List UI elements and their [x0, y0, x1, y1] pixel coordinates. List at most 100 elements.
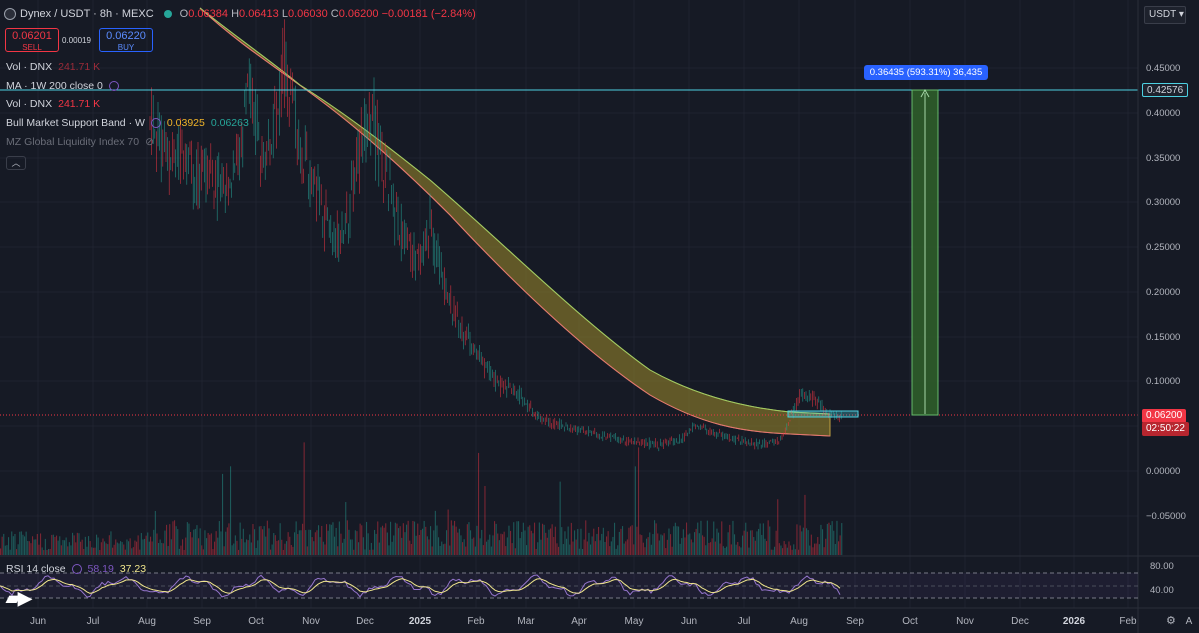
indicator-bull-band[interactable]: Bull Market Support Band · W 0.03925 0.062… [6, 117, 249, 129]
chevron-up-icon[interactable]: ︿ [6, 156, 26, 170]
volume-bar [786, 547, 788, 555]
volume-bar [57, 540, 59, 555]
volume-bar [782, 548, 784, 555]
volume-bar [794, 549, 796, 555]
volume-bar [107, 544, 109, 555]
indicator-liquidity[interactable]: MZ Global Liquidity Index 70 ⊘ [6, 136, 154, 148]
volume-bar [196, 525, 198, 555]
volume-bar [834, 543, 836, 555]
volume-bar [282, 549, 284, 555]
settings-icon[interactable] [108, 81, 119, 91]
volume-bar [678, 526, 680, 555]
volume-bar [716, 528, 718, 555]
volume-bar [513, 522, 515, 555]
volume-bar [367, 533, 369, 555]
symbol-title[interactable]: Dynex / USDT · 8h · MEXC [20, 8, 154, 20]
volume-bar [202, 549, 204, 555]
volume-bar [449, 545, 451, 555]
time-label: Feb [467, 616, 485, 627]
volume-bar [748, 547, 750, 555]
volume-bar [546, 537, 548, 555]
price-tag-countdown: 02:50:22 [1142, 422, 1189, 436]
symbol-header[interactable]: Dynex / USDT · 8h · MEXC O0.06384 H0.064… [4, 8, 476, 20]
indicator-volume-2[interactable]: Vol · DNX 241.71 K [6, 98, 101, 110]
volume-bar [770, 549, 772, 555]
volume-bar [250, 542, 252, 555]
volume-bar [610, 541, 612, 555]
volume-bar [3, 533, 5, 555]
buy-button[interactable]: 0.06220 BUY [99, 28, 153, 52]
volume-bar [115, 539, 117, 555]
volume-bar [706, 520, 708, 555]
volume-bar [500, 533, 502, 555]
volume-bar [116, 542, 118, 555]
volume-bar [231, 545, 233, 555]
volume-bar [215, 531, 217, 555]
volume-bar [722, 546, 724, 555]
volume-bar [762, 523, 764, 555]
volume-bar [538, 522, 540, 555]
sell-button[interactable]: 0.06201 SELL [5, 28, 59, 52]
volume-bar [498, 540, 500, 555]
volume-bar [759, 523, 761, 555]
volume-bar [679, 543, 681, 555]
time-label: Jul [737, 616, 751, 627]
volume-bar [545, 532, 547, 555]
settings-icon[interactable] [150, 118, 161, 128]
volume-bar [36, 533, 38, 555]
eye-off-icon[interactable]: ⊘ [145, 136, 154, 148]
volume-bar [638, 447, 640, 555]
volume-bar [246, 539, 248, 555]
volume-bar [81, 539, 83, 555]
volume-bar [476, 525, 478, 555]
volume-bar [796, 524, 798, 555]
volume-bar [89, 541, 91, 555]
volume-bar [508, 525, 510, 555]
volume-bar [1, 536, 3, 555]
volume-bar [226, 527, 228, 555]
settings-icon[interactable] [71, 564, 82, 574]
volume-bar [278, 540, 280, 555]
volume-bar [783, 541, 785, 555]
volume-bar [497, 533, 499, 555]
volume-bar [791, 549, 793, 555]
volume-bar [342, 542, 344, 555]
volume-bar [457, 532, 459, 555]
volume-bar [350, 539, 352, 555]
indicator-volume[interactable]: Vol · DNX 241.71 K [6, 61, 101, 73]
volume-bar [188, 523, 190, 555]
rsi-legend[interactable]: RSI 14 close 58.19 37.23 [6, 563, 147, 575]
volume-bar [270, 549, 272, 555]
volume-bar [191, 537, 193, 555]
volume-bar [153, 529, 155, 555]
volume-bar [479, 538, 481, 555]
volume-bar [139, 549, 141, 555]
volume-bar [601, 533, 603, 555]
volume-bar [594, 541, 596, 555]
volume-bar [78, 533, 80, 555]
volume-bar [793, 544, 795, 555]
time-label: Oct [902, 616, 918, 627]
volume-bar [460, 535, 462, 555]
gear-icon[interactable]: ⚙ [1166, 615, 1176, 627]
volume-bar [287, 532, 289, 555]
volume-bar [230, 466, 232, 555]
volume-bar [129, 538, 131, 555]
volume-bar [62, 540, 64, 555]
volume-bar [478, 452, 480, 555]
volume-bar [474, 546, 476, 555]
range-box [787, 410, 859, 418]
volume-bar [447, 509, 449, 555]
volume-bar [76, 532, 78, 555]
volume-bar [495, 523, 497, 555]
volume-bar [713, 521, 715, 555]
volume-bar [622, 526, 624, 555]
volume-bar [374, 529, 376, 555]
volume-bar [486, 541, 488, 555]
volume-bar [110, 531, 112, 555]
indicator-ma[interactable]: MA · 1W 200 close 0 [6, 80, 119, 92]
volume-bar [377, 521, 379, 555]
currency-select[interactable]: USDT ▾ [1144, 6, 1186, 24]
volume-bar [772, 549, 774, 555]
